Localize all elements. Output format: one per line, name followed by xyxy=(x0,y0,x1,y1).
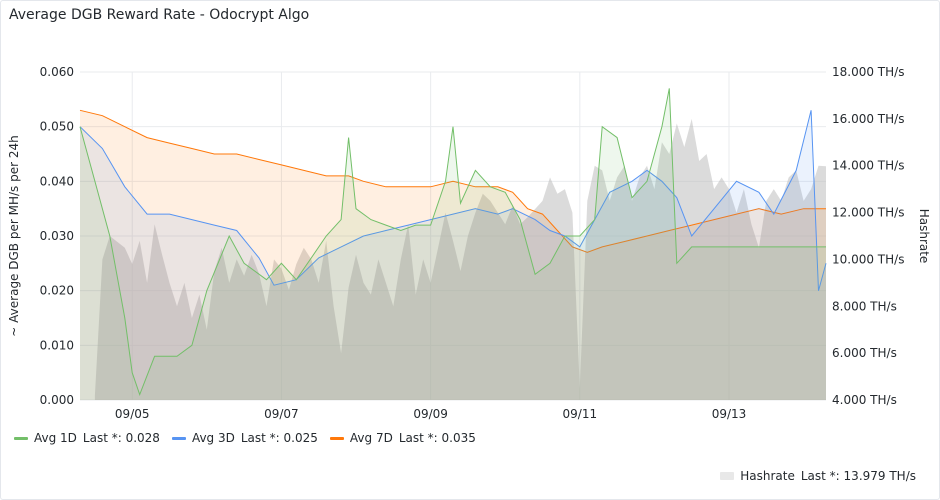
y2-tick-label: 14.000 TH/s xyxy=(832,159,904,173)
x-tick-label: 09/13 xyxy=(712,407,747,421)
legend-swatch-avg3d xyxy=(171,436,186,440)
y2-tick-label: 6.000 TH/s xyxy=(832,346,897,360)
legend-stat-avg3d: Last *: 0.025 xyxy=(240,431,318,445)
legend: Avg 1D Last *: 0.028 Avg 3D Last *: 0.02… xyxy=(14,431,488,445)
legend-label-hashrate: Hashrate xyxy=(740,469,795,483)
legend-stat-hashrate: Last *: 13.979 TH/s xyxy=(800,469,916,483)
series-area-avg1d xyxy=(80,88,826,401)
legend-item-hashrate[interactable]: Hashrate Last *: 13.979 TH/s xyxy=(720,469,916,483)
legend-label-avg1d: Avg 1D xyxy=(34,431,77,445)
y2-axis-label: Hashrate xyxy=(917,209,931,264)
panel-title[interactable]: Average DGB Reward Rate - Odocrypt Algo xyxy=(9,7,310,23)
legend-swatch-avg7d xyxy=(329,436,344,440)
y-tick-label: 0.060 xyxy=(40,65,74,79)
series-area-hashrate xyxy=(94,118,826,401)
legend-stat-avg1d: Last *: 0.028 xyxy=(82,431,160,445)
y-tick-label: 0.050 xyxy=(40,120,74,134)
y-tick-label: 0.000 xyxy=(40,393,74,407)
legend-swatch-avg1d xyxy=(14,436,28,440)
x-tick-label: 09/09 xyxy=(413,407,448,421)
series-area-avg3d xyxy=(80,110,826,401)
legend-item-avg3d[interactable]: Avg 3D Last *: 0.025 xyxy=(171,431,318,445)
y-tick-label: 0.010 xyxy=(40,338,74,352)
series-area-avg7d xyxy=(80,110,826,401)
x-tick-label: 09/11 xyxy=(563,407,598,421)
y-axis-label: ~ Average DGB per MH/s per 24h xyxy=(7,135,21,336)
y2-tick-label: 8.000 TH/s xyxy=(832,299,897,313)
y2-tick-label: 16.000 TH/s xyxy=(832,112,904,126)
series-line-avg1d xyxy=(79,88,826,396)
x-tick-label: 09/05 xyxy=(115,407,150,421)
legend-item-avg7d[interactable]: Avg 7D Last *: 0.035 xyxy=(329,431,476,445)
y2-tick-label: 4.000 TH/s xyxy=(832,393,897,407)
legend-right: Hashrate Last *: 13.979 TH/s xyxy=(720,469,916,483)
legend-stat-avg7d: Last *: 0.035 xyxy=(398,431,476,445)
legend-label-avg7d: Avg 7D xyxy=(349,431,393,445)
y2-tick-label: 10.000 TH/s xyxy=(832,252,904,266)
legend-label-avg3d: Avg 3D xyxy=(191,431,235,445)
legend-swatch-hashrate xyxy=(720,472,735,480)
y-tick-label: 0.040 xyxy=(40,174,74,188)
y-tick-label: 0.030 xyxy=(40,229,74,243)
x-tick-label: 09/07 xyxy=(264,407,299,421)
series-line-avg3d xyxy=(79,110,827,291)
legend-item-avg1d[interactable]: Avg 1D Last *: 0.028 xyxy=(14,431,160,445)
y2-tick-label: 12.000 TH/s xyxy=(832,206,904,220)
series-line-avg7d xyxy=(79,109,826,253)
y-tick-label: 0.020 xyxy=(40,284,74,298)
y2-tick-label: 18.000 TH/s xyxy=(832,65,904,79)
